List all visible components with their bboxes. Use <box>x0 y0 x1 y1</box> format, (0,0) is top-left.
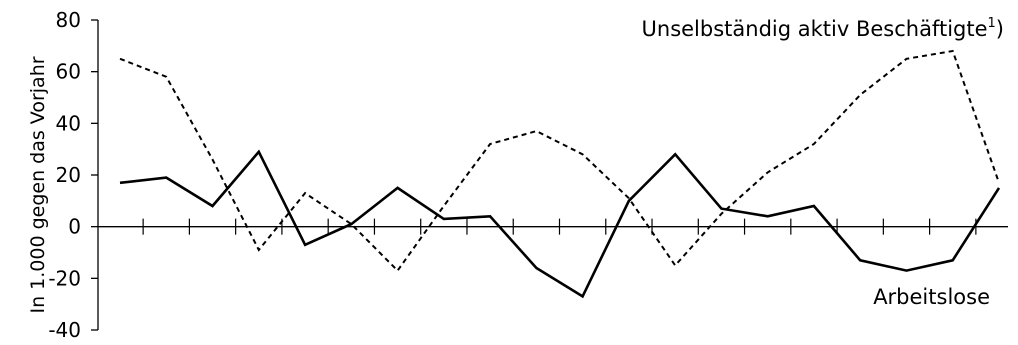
series-line-unemployed <box>119 149 1001 299</box>
y-axis: 80 60 40 20 0 -20 -40 <box>48 8 99 342</box>
y-tick-label: 80 <box>56 8 81 32</box>
x-axis <box>98 218 1008 235</box>
annotation-employed-text: Unselbständig aktiv Beschäftigte <box>642 17 988 41</box>
annotation-unemployed: Arbeitslose <box>873 285 990 309</box>
y-tick-label: -20 <box>48 266 81 290</box>
y-tick-label: 20 <box>56 163 81 187</box>
annotation-employed-suffix: ) <box>996 17 1004 41</box>
y-tick-label: 60 <box>56 60 81 84</box>
y-tick-label: -40 <box>48 318 81 342</box>
series-line-employed <box>119 49 1000 273</box>
y-tick-label: 40 <box>56 111 81 135</box>
series-group <box>119 49 1001 299</box>
annotation-employed-superscript: 1 <box>988 16 996 31</box>
y-tick-label: 0 <box>68 215 81 239</box>
y-axis-label: In 1.000 gegen das Vorjahr <box>27 56 49 313</box>
annotation-employed: Unselbständig aktiv Beschäftigte1) <box>642 16 1004 41</box>
